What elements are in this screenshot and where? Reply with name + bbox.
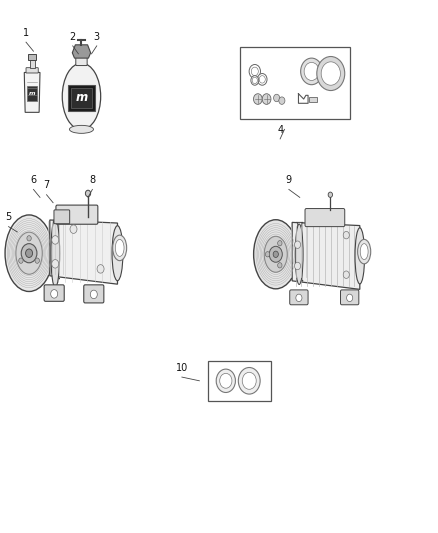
Circle shape: [274, 94, 280, 102]
Circle shape: [278, 263, 282, 268]
Ellipse shape: [357, 239, 371, 264]
Circle shape: [296, 294, 302, 302]
Circle shape: [294, 262, 300, 270]
Ellipse shape: [112, 225, 123, 281]
Text: m: m: [75, 92, 88, 104]
Bar: [208, 361, 272, 401]
Ellipse shape: [62, 63, 101, 130]
Circle shape: [254, 94, 262, 104]
Text: m: m: [29, 91, 35, 96]
Circle shape: [321, 62, 340, 85]
Ellipse shape: [5, 215, 53, 292]
Circle shape: [52, 236, 59, 244]
FancyBboxPatch shape: [26, 68, 38, 73]
FancyBboxPatch shape: [297, 222, 303, 281]
Ellipse shape: [113, 235, 127, 261]
Circle shape: [19, 258, 23, 263]
Circle shape: [21, 244, 37, 263]
Circle shape: [35, 258, 39, 263]
Circle shape: [346, 294, 353, 302]
Ellipse shape: [115, 239, 124, 256]
Text: 5: 5: [5, 212, 12, 222]
Polygon shape: [50, 220, 117, 284]
Circle shape: [265, 252, 270, 257]
Bar: [68, 85, 95, 111]
Circle shape: [269, 246, 283, 262]
Circle shape: [25, 249, 32, 257]
Circle shape: [251, 67, 258, 76]
Circle shape: [259, 76, 265, 83]
Circle shape: [273, 251, 279, 257]
Ellipse shape: [70, 125, 93, 133]
FancyBboxPatch shape: [54, 217, 60, 279]
Circle shape: [262, 94, 271, 104]
Circle shape: [52, 260, 59, 268]
Text: 8: 8: [89, 175, 95, 185]
Text: 1: 1: [23, 28, 29, 38]
Text: 3: 3: [94, 31, 100, 42]
Circle shape: [51, 289, 58, 298]
Circle shape: [328, 192, 332, 197]
Circle shape: [249, 64, 261, 78]
Text: 2: 2: [70, 31, 76, 42]
Text: 7: 7: [43, 181, 49, 190]
Ellipse shape: [16, 232, 42, 274]
Polygon shape: [292, 222, 360, 289]
Text: 10: 10: [176, 363, 188, 373]
Circle shape: [97, 265, 104, 273]
FancyBboxPatch shape: [290, 290, 308, 305]
FancyBboxPatch shape: [84, 285, 104, 303]
FancyBboxPatch shape: [340, 290, 359, 305]
FancyBboxPatch shape: [56, 205, 98, 224]
Ellipse shape: [254, 220, 298, 289]
Circle shape: [251, 76, 259, 85]
Ellipse shape: [51, 219, 60, 288]
Circle shape: [304, 62, 319, 80]
Bar: [309, 97, 317, 102]
Bar: [28, 54, 36, 60]
Circle shape: [258, 74, 267, 85]
Polygon shape: [24, 72, 40, 112]
Bar: [29, 60, 35, 68]
Circle shape: [70, 225, 77, 233]
Circle shape: [90, 290, 97, 298]
Circle shape: [343, 271, 350, 278]
FancyBboxPatch shape: [44, 285, 64, 301]
Polygon shape: [72, 45, 91, 58]
Bar: [240, 47, 350, 119]
Text: 4: 4: [277, 125, 283, 135]
Ellipse shape: [264, 236, 287, 272]
FancyBboxPatch shape: [54, 210, 70, 224]
Circle shape: [317, 56, 345, 91]
Circle shape: [220, 373, 232, 388]
Circle shape: [343, 231, 350, 239]
Bar: [27, 86, 37, 101]
Circle shape: [300, 58, 322, 85]
FancyBboxPatch shape: [76, 52, 87, 66]
Circle shape: [216, 369, 235, 392]
Circle shape: [242, 372, 256, 389]
Ellipse shape: [360, 244, 368, 260]
Circle shape: [278, 240, 282, 246]
Ellipse shape: [295, 224, 303, 285]
Circle shape: [27, 236, 31, 241]
Circle shape: [238, 368, 260, 394]
Text: 6: 6: [30, 175, 36, 185]
Text: 9: 9: [286, 175, 292, 185]
Circle shape: [252, 77, 258, 84]
Circle shape: [279, 97, 285, 104]
Ellipse shape: [355, 228, 364, 284]
Circle shape: [294, 241, 300, 248]
Circle shape: [85, 190, 91, 197]
Bar: [71, 88, 92, 108]
FancyBboxPatch shape: [305, 208, 345, 227]
